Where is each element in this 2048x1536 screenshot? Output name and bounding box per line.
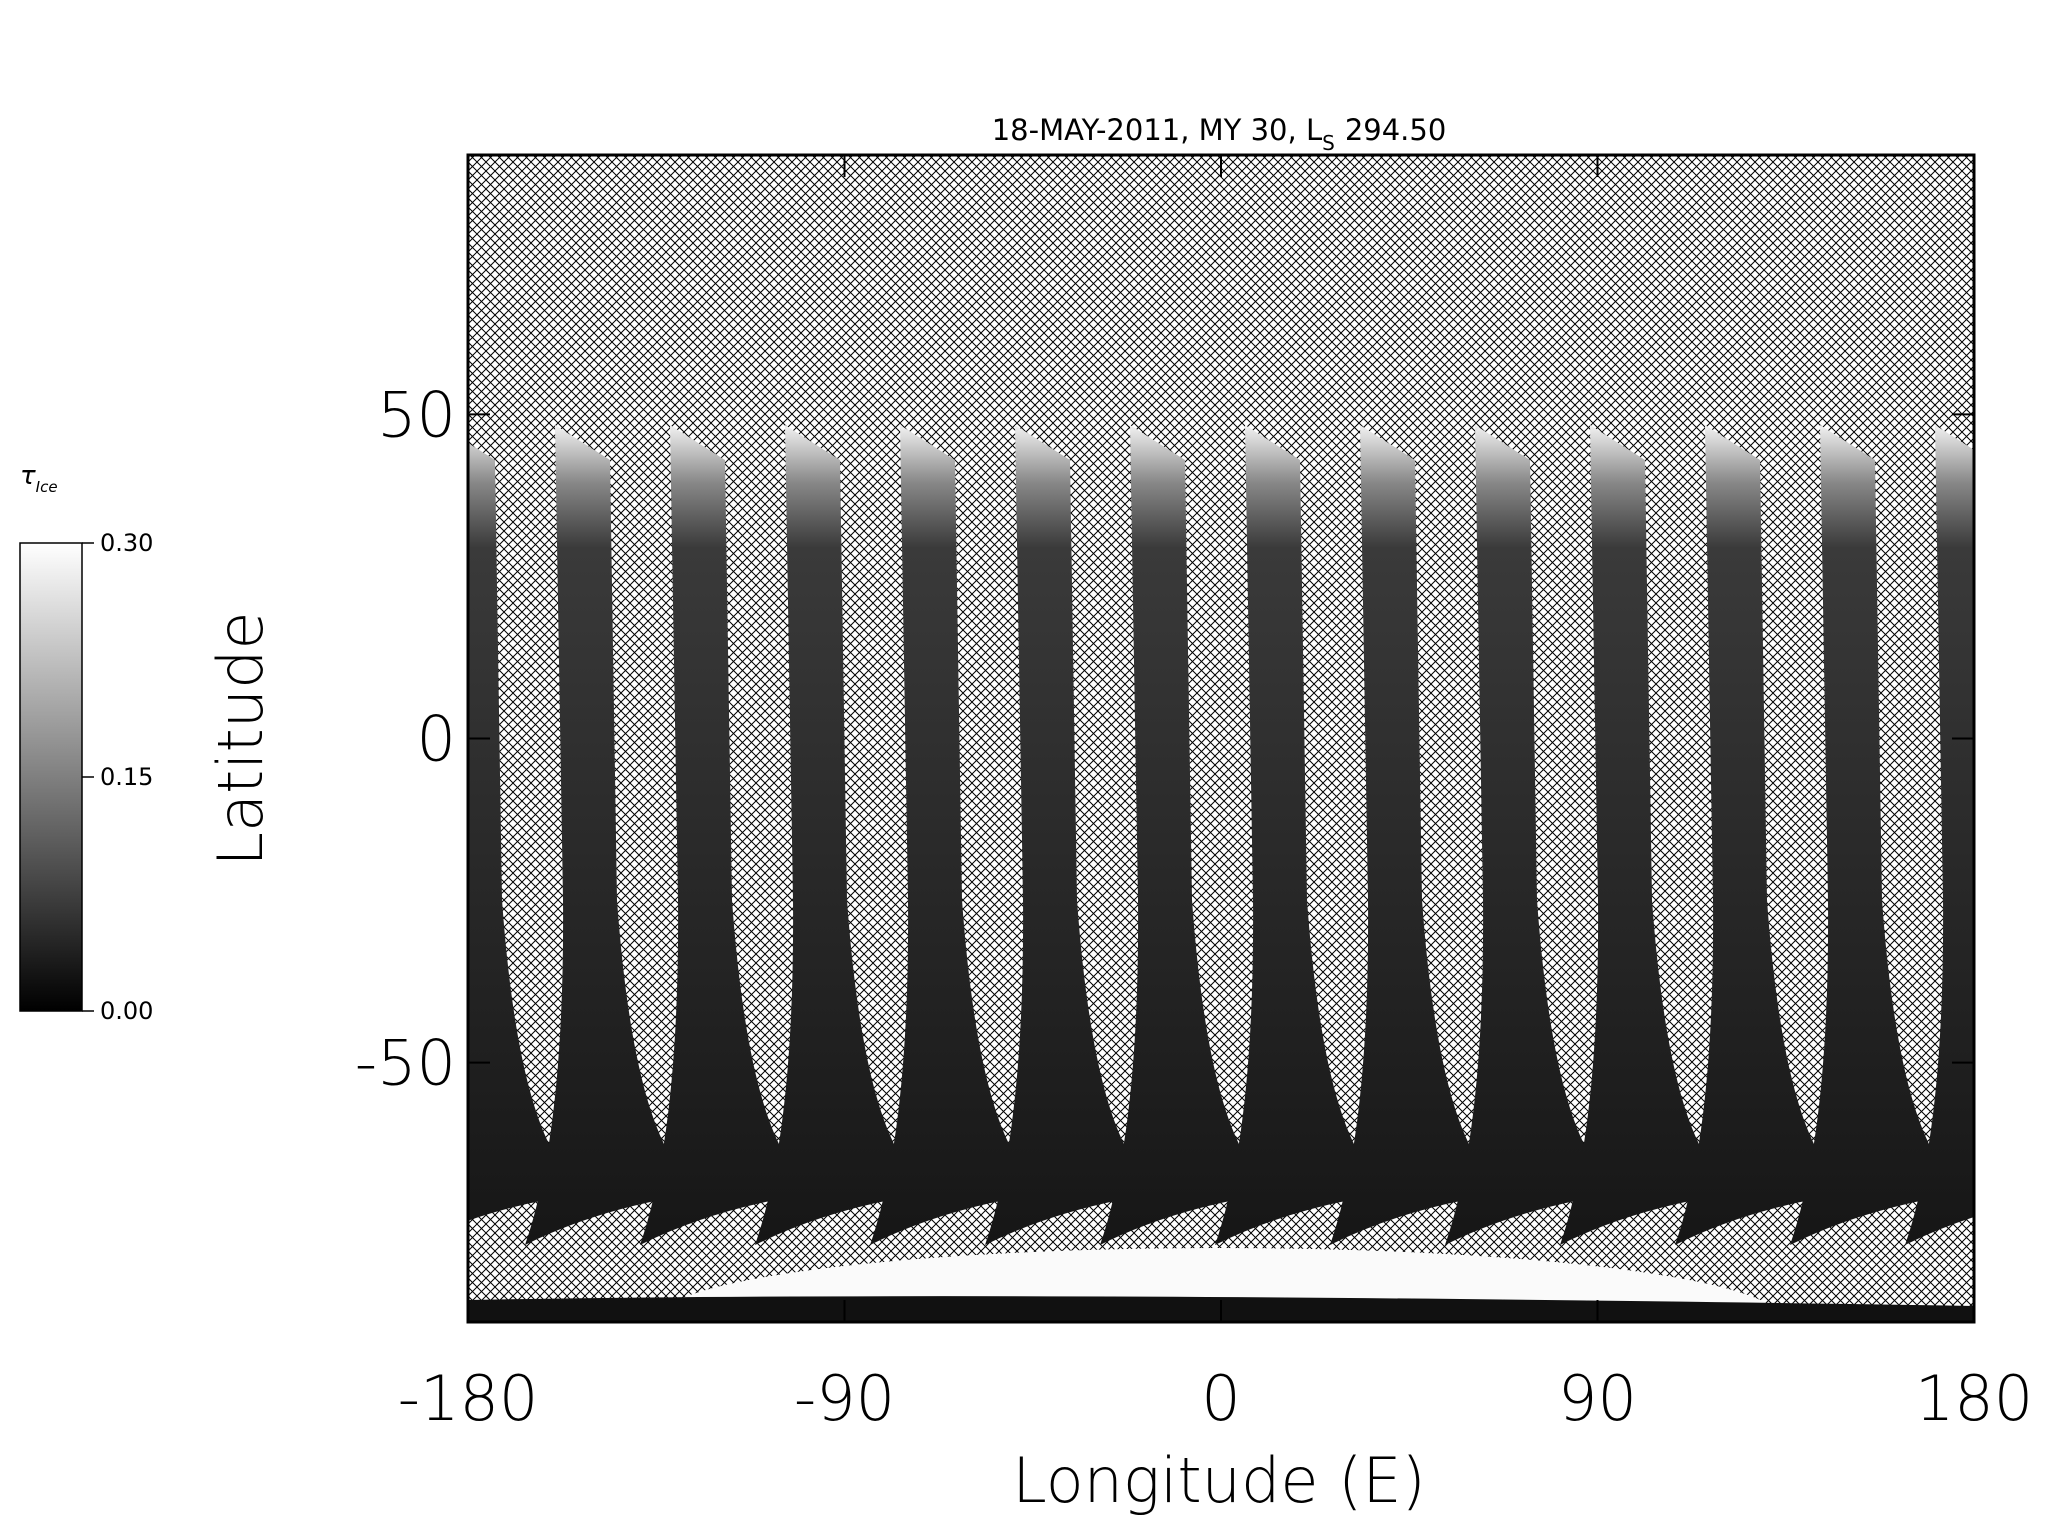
swath — [525, 425, 667, 1245]
swath — [985, 425, 1127, 1245]
swath — [1905, 425, 1974, 1245]
swath — [1790, 425, 1932, 1245]
colorbar-tick-label: 0.30 — [100, 529, 153, 557]
y-tick-label: -50 — [355, 1027, 456, 1100]
x-tick-label: 180 — [1915, 1362, 2033, 1435]
colorbar — [19, 542, 83, 1012]
colorbar-tick-label: 0.00 — [100, 997, 153, 1025]
swath — [1560, 425, 1702, 1245]
swath — [1100, 425, 1242, 1245]
swath — [870, 425, 1012, 1245]
x-tick-label: 0 — [1201, 1362, 1240, 1435]
y-axis-label: Latitude — [204, 611, 277, 866]
swath — [755, 425, 897, 1245]
x-axis-label: Longitude (E) — [1012, 1444, 1425, 1517]
swath — [1675, 425, 1817, 1245]
swath — [468, 442, 552, 1221]
x-tick-label: 90 — [1558, 1362, 1637, 1435]
x-tick-label: -180 — [398, 1362, 539, 1435]
y-tick-label: 0 — [417, 703, 456, 776]
chart-title: 18-MAY-2011, MY 30, LS 294.50 — [992, 113, 1447, 155]
x-tick-label: -90 — [794, 1362, 895, 1435]
swath — [1445, 425, 1587, 1245]
swath — [1215, 425, 1357, 1245]
colorbar-tick-label: 0.15 — [100, 763, 153, 791]
colorbar-label: τIce — [20, 461, 58, 496]
map-area — [468, 155, 2048, 1322]
y-tick-label: 50 — [377, 378, 456, 451]
swath — [1330, 425, 1472, 1245]
swath — [640, 425, 782, 1245]
swath — [2020, 425, 2048, 1245]
